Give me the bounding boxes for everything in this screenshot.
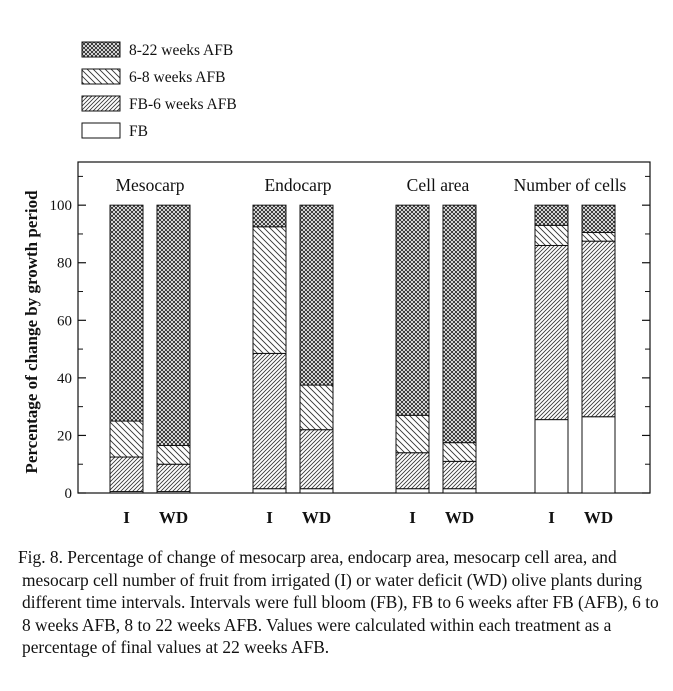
stacked-bar	[156, 204, 191, 494]
stacked-bar	[581, 204, 616, 494]
stacked-bar	[252, 204, 287, 494]
stacked-bar	[395, 204, 430, 494]
legend-label: FB-6 weeks AFB	[129, 96, 237, 113]
bar-segment	[252, 204, 287, 228]
bar-segment	[442, 442, 477, 462]
x-tick-label: I	[548, 508, 555, 527]
panel-label: Mesocarp	[115, 175, 184, 195]
bar-segment	[581, 232, 616, 242]
legend-entry: 8-22 weeks AFB	[81, 41, 233, 59]
bar-segment	[252, 226, 287, 354]
stacked-bar	[109, 204, 144, 494]
legend-label: FB	[129, 123, 148, 140]
legend-swatch	[81, 122, 121, 139]
plot-frame	[77, 161, 651, 494]
y-tick-label: 100	[50, 198, 73, 214]
x-tick-label: WD	[584, 508, 613, 527]
bar-segment	[534, 224, 569, 246]
bar-segment	[395, 488, 430, 494]
bar-segment	[581, 416, 616, 494]
stacked-bar-chart: 8-22 weeks AFB 6-8 weeks AFB FB-6 weeks AF…	[22, 41, 651, 527]
bar-segment	[156, 204, 191, 447]
panel-label: Cell area	[407, 175, 470, 195]
bar-segment	[156, 445, 191, 465]
bar-segment	[109, 420, 144, 458]
bar-segment	[534, 204, 569, 226]
caption-text: Fig. 8. Percentage of change of mesocarp…	[18, 547, 659, 657]
bar-segment	[581, 240, 616, 418]
bar-segment	[534, 244, 569, 421]
x-tick-label: WD	[159, 508, 188, 527]
legend-entry: FB-6 weeks AFB	[81, 95, 237, 113]
bar-segment	[395, 452, 430, 490]
bar-segment	[156, 463, 191, 493]
panel-label: Endocarp	[264, 175, 331, 195]
legend: 8-22 weeks AFB 6-8 weeks AFB FB-6 weeks AF…	[81, 41, 237, 140]
bar-segment	[109, 456, 144, 493]
legend-swatch	[81, 95, 121, 112]
bar-segment	[395, 204, 430, 416]
x-tick-labels: I WD I WD I WD I WD	[123, 508, 613, 527]
bar-segment	[252, 352, 287, 490]
legend-label: 6-8 weeks AFB	[129, 69, 225, 86]
bar-segment	[442, 460, 477, 490]
bar-segment	[581, 204, 616, 234]
x-tick-label: I	[409, 508, 416, 527]
legend-entry: FB	[81, 122, 148, 140]
y-tick-label: 20	[57, 428, 72, 444]
x-tick-label: I	[266, 508, 273, 527]
x-tick-label: I	[123, 508, 130, 527]
bar-segment	[442, 488, 477, 494]
bar-segment	[299, 429, 334, 490]
stacked-bar	[299, 204, 334, 494]
y-tick-label: 0	[65, 486, 73, 502]
stacked-bar	[534, 204, 569, 494]
y-tick-label: 40	[57, 371, 72, 387]
x-tick-label: WD	[445, 508, 474, 527]
legend-swatch	[81, 68, 121, 85]
bars	[109, 204, 616, 494]
bar-segment	[299, 384, 334, 431]
bar-segment	[109, 204, 144, 422]
bar-segment	[395, 414, 430, 454]
x-tick-label: WD	[302, 508, 331, 527]
y-tick-label: 60	[57, 313, 72, 329]
bar-segment	[442, 204, 477, 444]
bar-segment	[534, 419, 569, 494]
plot-border	[77, 161, 651, 494]
y-axis: 0 20 40 60 80 100	[50, 175, 650, 502]
panel-label: Number of cells	[514, 175, 627, 195]
legend-swatch	[81, 41, 121, 58]
legend-label: 8-22 weeks AFB	[129, 42, 233, 59]
panel-labels: Mesocarp Endocarp Cell area Number of cells	[115, 175, 626, 195]
bar-segment	[252, 488, 287, 494]
bar-segment	[299, 488, 334, 494]
legend-entry: 6-8 weeks AFB	[81, 68, 225, 86]
stacked-bar	[442, 204, 477, 494]
y-tick-label: 80	[57, 256, 72, 272]
figure-caption: Fig. 8. Percentage of change of mesocarp…	[18, 546, 662, 659]
bar-segment	[299, 204, 334, 386]
y-axis-label: Percentage of change by growth period	[22, 190, 41, 474]
